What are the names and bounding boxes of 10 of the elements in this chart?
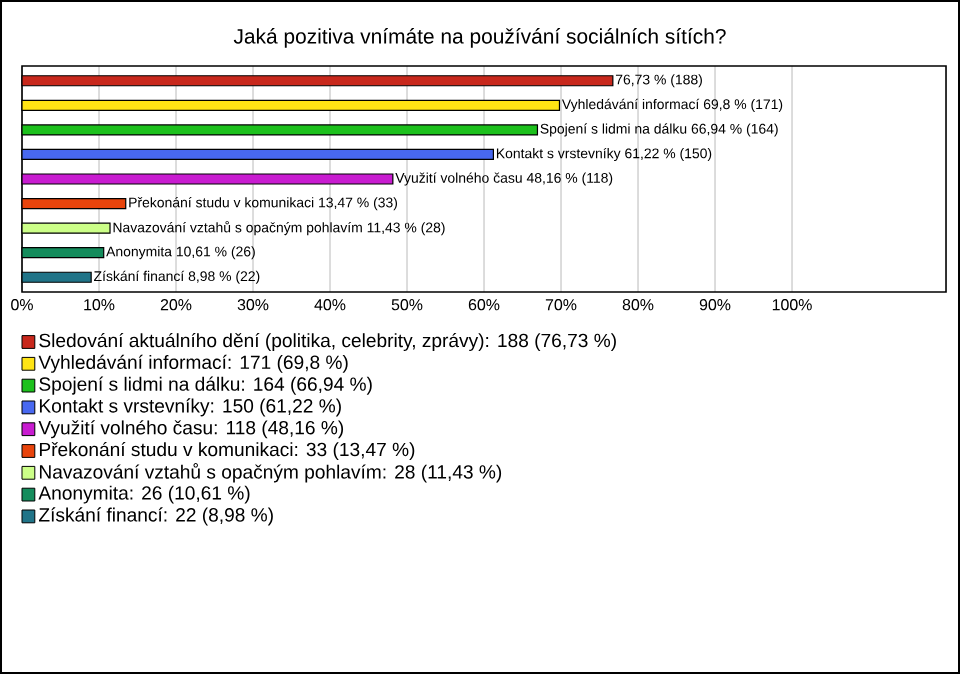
legend-label: Spojení s lidmi na dálku: 164 (66,94 %) <box>39 376 372 395</box>
legend-label: Sledování aktuálního dění (politika, celebrity, zprávy): 188 (76,73 %) <box>39 332 616 352</box>
legend-label: Překonání studu v komunikaci: 33 (13,47 %) <box>39 441 415 461</box>
legend-label: Navazování vztahů s opačným pohlavím: 28 (11,43 %) <box>39 463 502 483</box>
chart-title: Jaká pozitiva vnímáte na používání sociálních sítích? <box>233 28 726 48</box>
legend-label: Získání financí: 22 (8,98 %) <box>39 507 273 526</box>
legend-label: Kontakt s vrstevníky: 150 (61,22 %) <box>39 398 341 417</box>
legend-label: Využití volného času: 118 (48,16 %) <box>38 420 344 439</box>
legend-label: Anonymita: 26 (10,61 %) <box>38 485 250 504</box>
legend-label: Vyhledávání informací: 171 (69,8 %) <box>38 354 348 373</box>
